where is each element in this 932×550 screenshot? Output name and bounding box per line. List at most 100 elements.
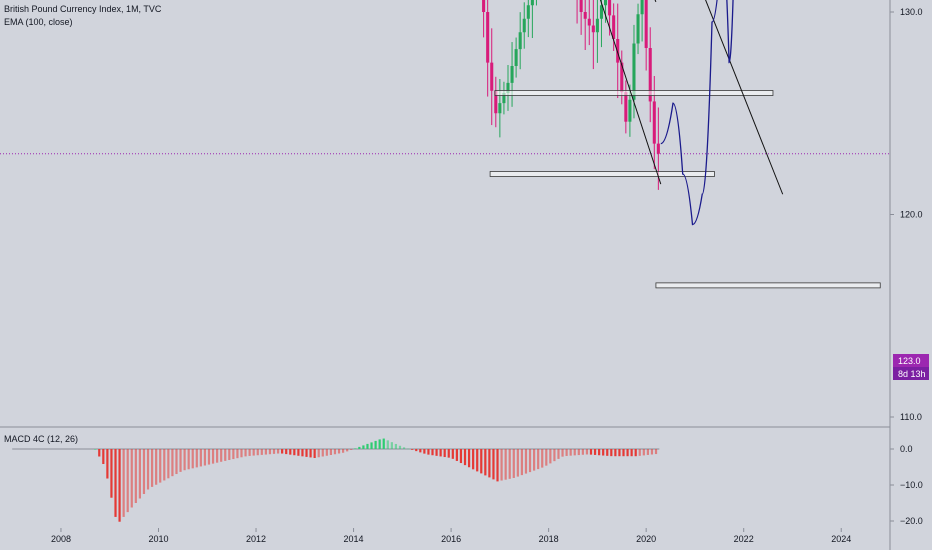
macd-bar [638,449,641,456]
macd-bar [610,449,613,457]
price-badge-value: 123.0 [898,356,921,366]
macd-bar [293,449,296,456]
macd-axis-label: −10.0 [900,480,923,490]
projection-drawing[interactable] [660,0,749,226]
candle [624,80,628,134]
macd-bar [569,449,572,456]
candle [486,0,490,97]
candle [587,0,591,46]
macd-bar [419,449,422,453]
macd-bar [264,449,267,455]
macd-bar [337,449,341,454]
price-axis-label: 110.0 [900,412,922,422]
macd-bar [537,449,540,470]
macd-bar [167,449,170,479]
macd-bar [407,448,410,450]
main-price-pane[interactable] [0,0,890,289]
macd-bar [350,449,353,450]
macd-bar [504,449,507,480]
macd-axis[interactable]: 0.0 −10.0 −20.0 [890,444,923,526]
macd-bar [573,449,576,456]
macd-bar [203,449,207,466]
macd-bar [423,449,426,454]
macd-bar [358,446,361,449]
macd-bar [557,449,560,459]
macd-bar [553,449,556,462]
macd-bar [634,449,637,457]
macd-bar [500,449,503,481]
macd-bar [467,449,471,468]
price-axis[interactable]: 220.0210.0200.0190.0180.0170.0160.0150.0… [890,0,923,422]
candle [494,76,498,128]
time-axis[interactable]: 2008 2010 2012 2014 2016 2018 2020 2022 2024 [51,528,851,544]
macd-bar [142,449,146,494]
macd-bar [533,449,536,471]
macd-bar [199,449,202,467]
macd-bar [159,449,162,483]
macd-bar [382,438,385,449]
time-axis-label: 2024 [831,534,851,544]
macd-bar [354,448,357,449]
macd-bar [317,449,320,458]
macd-bar [122,449,125,517]
macd-bar [472,449,475,470]
macd-bar [232,449,235,460]
macd-bar [654,449,658,455]
support-resistance-zone[interactable] [655,282,881,289]
macd-bar [138,449,141,499]
time-axis-label: 2008 [51,534,71,544]
macd-bar [126,449,129,513]
time-axis-label: 2014 [344,534,364,544]
candle [648,27,652,123]
macd-bar [297,449,300,456]
macd-bar [593,449,597,455]
macd-bar [618,449,621,457]
macd-bar [642,449,645,456]
ema-legend: EMA (100, close) [4,17,73,27]
support-resistance-zone[interactable] [494,90,774,96]
time-axis-label: 2018 [539,534,559,544]
countdown-badge-bg [893,367,929,380]
macd-axis-label: −20.0 [900,516,923,526]
macd-bar [130,449,133,508]
candle [526,0,530,38]
macd-bar [305,449,308,457]
macd-bar [252,449,255,456]
candle [608,0,612,36]
macd-bar [602,449,605,456]
macd-bar [240,449,243,458]
macd-bar [256,449,259,456]
trendline[interactable] [412,0,662,185]
time-axis-label: 2016 [441,534,461,544]
macd-bar [248,449,251,456]
macd-bar [191,449,194,469]
support-resistance-zone[interactable] [489,171,715,177]
macd-bar [459,449,463,464]
macd-bar [370,442,373,449]
candle [576,0,578,24]
macd-bar [650,449,654,455]
macd-bar [480,449,483,474]
macd-bar [244,449,247,457]
candle [502,81,506,115]
macd-bar [216,449,219,463]
macd-bar [541,449,544,468]
macd-bar [313,449,316,458]
macd-bar [333,449,337,455]
candle [518,12,522,70]
macd-bar [589,449,593,455]
candle [636,3,640,55]
macd-bar [374,440,377,449]
macd-bar [443,449,446,458]
macd-bar [606,449,609,456]
macd-bar [329,449,333,455]
macd-bar [520,449,524,476]
macd-pane[interactable] [12,438,660,522]
macd-bar [362,445,365,449]
macd-bar [321,449,324,457]
macd-bar [163,449,166,481]
macd-bar [146,449,150,490]
macd-bar [496,449,499,482]
candle [510,42,514,107]
macd-bar [228,449,231,460]
